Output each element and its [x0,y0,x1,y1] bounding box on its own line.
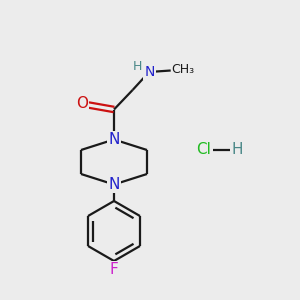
Text: Cl: Cl [196,142,211,158]
Text: N: N [108,132,120,147]
Text: N: N [108,177,120,192]
Text: N: N [145,65,155,79]
Text: CH₃: CH₃ [172,62,195,76]
Text: H: H [133,60,142,73]
Text: F: F [110,262,118,277]
Text: H: H [231,142,243,158]
Text: O: O [76,96,88,111]
